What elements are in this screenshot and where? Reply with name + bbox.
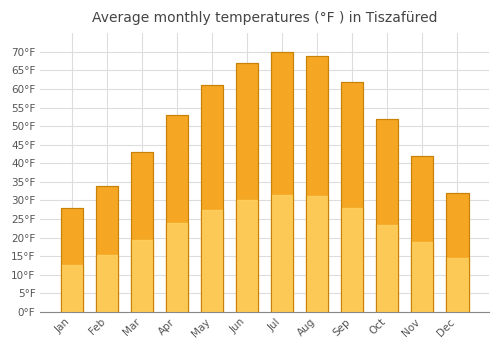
Bar bbox=[60, 265, 84, 312]
Bar bbox=[306, 56, 328, 312]
Bar bbox=[130, 152, 154, 312]
Bar bbox=[306, 56, 328, 312]
Bar bbox=[200, 210, 224, 312]
Bar bbox=[376, 119, 398, 312]
Bar bbox=[340, 82, 363, 312]
Bar bbox=[130, 240, 154, 312]
Bar bbox=[130, 152, 154, 312]
Bar bbox=[236, 63, 258, 312]
Bar bbox=[200, 85, 224, 312]
Bar bbox=[96, 255, 118, 312]
Title: Average monthly temperatures (°F ) in Tiszafüred: Average monthly temperatures (°F ) in Ti… bbox=[92, 11, 438, 25]
Bar bbox=[96, 186, 118, 312]
Bar bbox=[446, 258, 468, 312]
Bar bbox=[270, 195, 293, 312]
Bar bbox=[200, 85, 224, 312]
Bar bbox=[376, 225, 398, 312]
Bar bbox=[166, 115, 188, 312]
Bar bbox=[340, 82, 363, 312]
Bar bbox=[340, 208, 363, 312]
Bar bbox=[270, 52, 293, 312]
Bar bbox=[236, 63, 258, 312]
Bar bbox=[446, 193, 468, 312]
Bar bbox=[166, 223, 188, 312]
Bar bbox=[60, 208, 84, 312]
Bar bbox=[410, 156, 434, 312]
Bar bbox=[410, 156, 434, 312]
Bar bbox=[96, 186, 118, 312]
Bar bbox=[410, 241, 434, 312]
Bar bbox=[236, 200, 258, 312]
Bar bbox=[446, 193, 468, 312]
Bar bbox=[60, 208, 84, 312]
Bar bbox=[376, 119, 398, 312]
Bar bbox=[306, 196, 328, 312]
Bar bbox=[166, 115, 188, 312]
Bar bbox=[270, 52, 293, 312]
